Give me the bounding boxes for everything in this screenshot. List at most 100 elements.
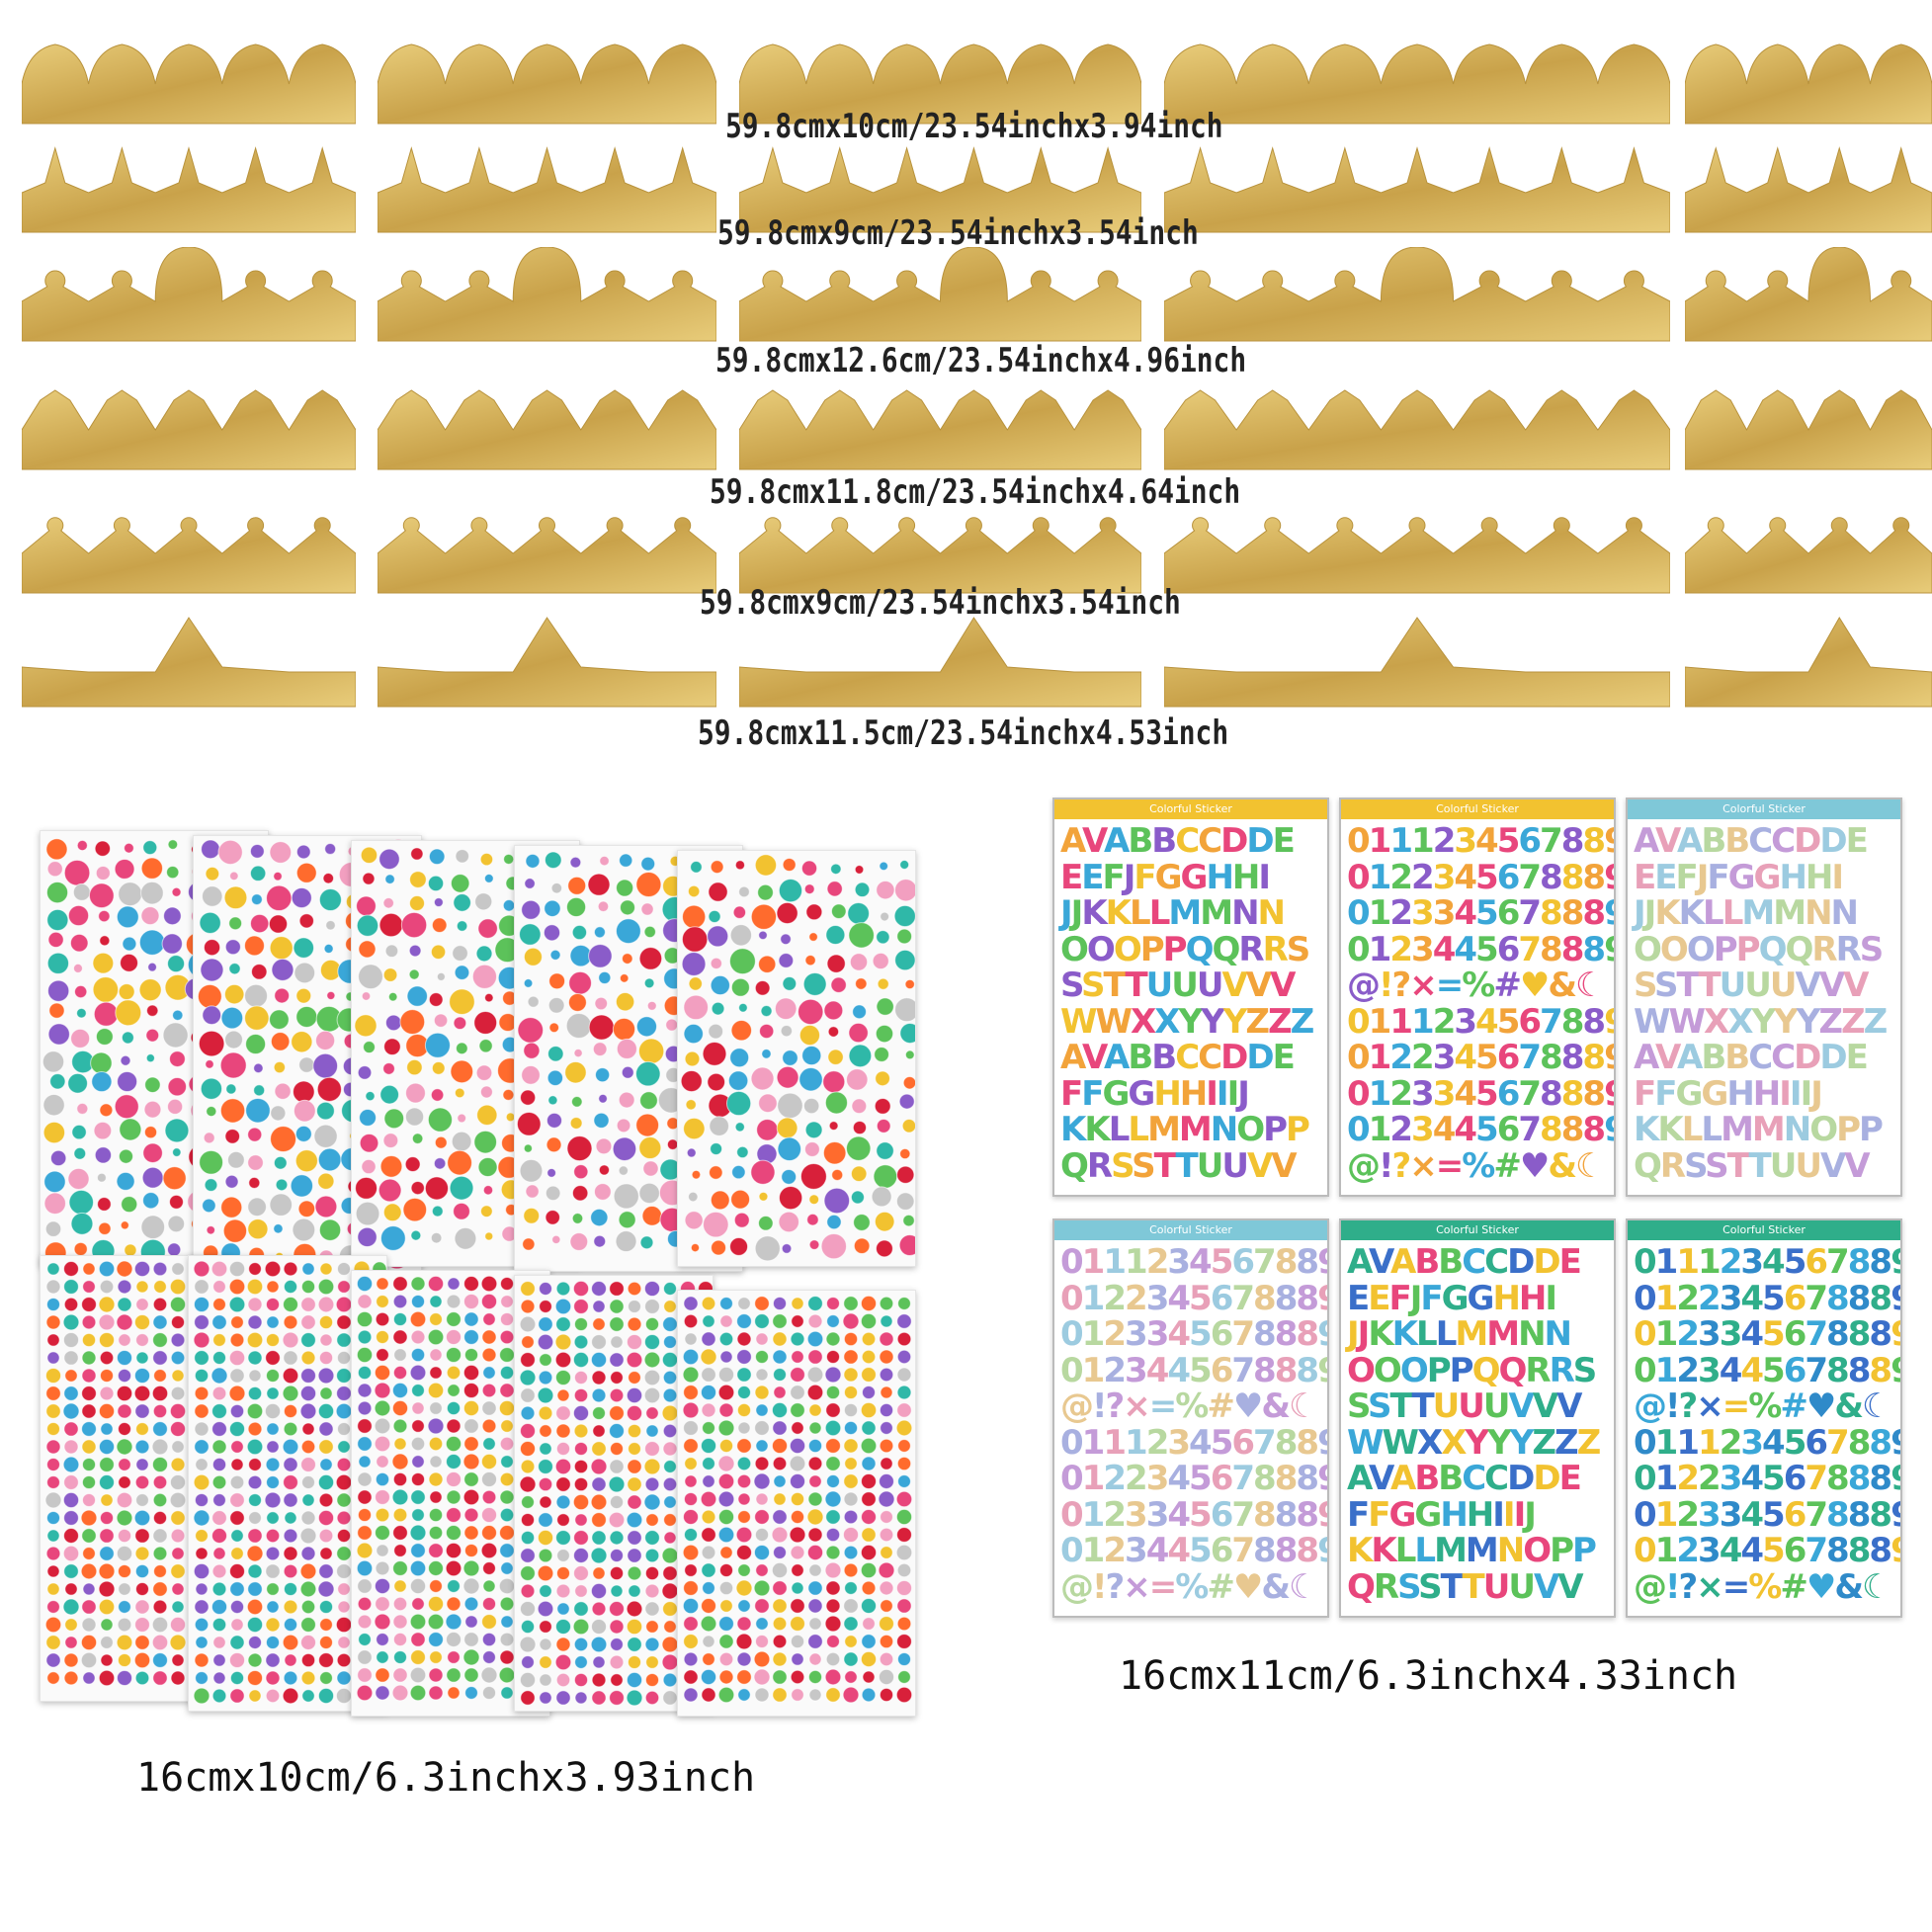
sheet-title: Colorful Sticker [1341,799,1614,819]
sticker-line: SSTTUUUVVV [1634,966,1869,1005]
crown-size-label-1: 59.8cmx10cm/23.54inchx3.94inch [725,107,1223,146]
gold-crown-strip [378,43,716,125]
gold-crown-strip [1164,517,1670,594]
sheet-title: Colorful Sticker [1341,1220,1614,1240]
gem-sheet [677,850,916,1267]
sticker-line: @!?×=%#♥&☾ [1060,1386,1318,1426]
sticker-line: @!?×=%#♥&☾ [1634,1386,1891,1426]
sticker-line: @!?×=%#♥&☾ [1347,966,1605,1005]
sticker-line: AVABBCCDDE [1634,1038,1869,1077]
sticker-line: 0123345678889 [1347,893,1614,933]
sticker-line: JJKKLLMMNN [1060,893,1286,933]
sticker-line: OOOPPQQRRS [1060,929,1310,969]
gold-crown-strip [1164,43,1670,125]
letter-sticker-sheet: Colorful Sticker011123456788901223456788… [1626,1218,1902,1618]
gold-crown-strip [378,617,716,708]
gem-sheet-size-caption: 16cmx10cm/6.3inchx3.93inch [136,1755,756,1801]
sticker-line: 0111234567889 [1060,1242,1327,1282]
gold-crown-strip [22,43,356,125]
crown-row-4 [0,376,1932,499]
sticker-line: 0123345678889 [1060,1494,1327,1535]
sticker-line: 0122345678889 [1060,1278,1327,1318]
sticker-line: KKLLMMNOPP [1634,1110,1884,1149]
sticker-line: QRSSTTUUVV [1634,1145,1871,1186]
letter-sticker-sheets: Colorful Sticker AVABBCCDDE EEFJFGGHHI JJKK… [1050,796,1909,1626]
sticker-line: OOOPPQQRRS [1634,929,1884,969]
sticker-line: JJKKLLMMNN [1634,893,1859,933]
sticker-line: FFGGHHIIIJ [1634,1073,1823,1114]
gold-crown-strip [378,146,716,233]
sticker-line: AVABBCCDDE [1347,1459,1582,1498]
sticker-line: 0122345678889 [1347,857,1614,897]
gold-crown-strip [1164,146,1670,233]
gold-crown-strip [1685,146,1932,233]
gold-crown-strip [22,517,356,594]
sticker-line: 0111234567889 [1060,1422,1327,1463]
crown-row-6 [0,613,1932,736]
sticker-line: 0123445678889 [1347,1110,1614,1149]
sticker-line: QRSSTTUUVV [1060,1145,1298,1186]
gold-crown-strip [1164,247,1670,342]
crown-row-5 [0,499,1932,623]
gold-crown-strip [22,617,356,708]
gold-crown-strip [1685,617,1932,708]
sticker-line: @!?×=%#♥&☾ [1060,1566,1318,1607]
sticker-line: WWXXYYYZZZ [1347,1422,1601,1463]
sticker-line: 0122345678889 [1347,1038,1614,1077]
sticker-line: 0122345678889 [1060,1459,1327,1498]
sticker-line: 0111234567889 [1634,1242,1900,1282]
sticker-line: @!?×=%#♥&☾ [1634,1566,1891,1607]
gold-crown-strip [22,247,356,342]
sticker-line: 0123345678889 [1060,1314,1327,1354]
sticker-line: 0122345678889 [1634,1459,1900,1498]
sticker-line: KKLLMMNOPP [1347,1531,1597,1570]
gold-crown-strip [378,517,716,594]
crown-size-label-5: 59.8cmx9cm/23.54inchx3.54inch [700,583,1181,623]
letter-sticker-sheet: Colorful Sticker AVABBCCDDE EEFJFGGHHI JJKK… [1626,798,1902,1197]
sticker-line: 0123445678889 [1634,1350,1900,1390]
gold-crown-strip [22,146,356,233]
gem-sheet [677,1290,916,1717]
gold-crown-strip [739,247,1141,342]
crown-size-label-3: 59.8cmx12.6cm/23.54inchx4.96inch [715,341,1247,380]
sticker-line: WWXXYYYZZZ [1060,1001,1314,1042]
crown-size-label-4: 59.8cmx11.8cm/23.54inchx4.64inch [710,472,1241,512]
sticker-line: FFGGHHIIIJ [1060,1073,1250,1114]
gold-crown-strip [1164,389,1670,470]
gold-crown-strip [1685,43,1932,125]
letter-sticker-sheet: Colorful Sticker011123456788901223456788… [1339,798,1616,1197]
sticker-line: FFGGHHIIIJ [1347,1494,1537,1535]
sticker-line: JJKKLLMMNN [1347,1314,1572,1354]
sticker-line: @!?×=%#♥&☾ [1347,1145,1605,1186]
sticker-line: 0111234567889 [1347,1001,1614,1042]
sticker-line: 0123345678889 [1347,1073,1614,1114]
gold-crown-strip [1164,617,1670,708]
crown-size-label-2: 59.8cmx9cm/23.54inchx3.54inch [717,213,1199,253]
gold-crown-strip [1685,389,1932,470]
letter-sheet-size-caption: 16cmx11cm/6.3inchx4.33inch [1119,1653,1738,1699]
sticker-line: AVABBCCDDE [1060,821,1296,861]
sticker-line: AVABBCCDDE [1347,1242,1582,1282]
gold-crown-strip [378,247,716,342]
sheet-title: Colorful Sticker [1054,799,1327,819]
crown-row-1 [0,30,1932,153]
gold-crown-strip [739,43,1141,125]
sticker-line: 0123445678889 [1060,1350,1327,1390]
gold-crown-strip [739,617,1141,708]
gold-crown-strip [378,389,716,470]
letter-sticker-sheet: Colorful Sticker011123456788901223456788… [1052,1218,1329,1618]
crown-rows [0,0,1932,751]
gold-crown-strip [739,146,1141,233]
sticker-line: 0123445678889 [1634,1531,1900,1570]
sticker-line: QRSSTTUUVV [1347,1566,1584,1607]
sticker-line: EEFJFGGHHI [1634,857,1844,897]
sticker-line: AVABBCCDDE [1060,1038,1296,1077]
gold-crown-strip [1685,517,1932,594]
sticker-line: OOOPPQQRRS [1347,1350,1597,1390]
sticker-line: 0123445678889 [1347,929,1614,969]
sticker-line: 0111234567889 [1347,821,1614,861]
gold-crown-strip [739,517,1141,594]
sticker-line: 0123445678889 [1060,1531,1327,1570]
sticker-line: AVABBCCDDE [1634,821,1869,861]
sticker-line: WWXXYYYZZZ [1634,1001,1888,1042]
